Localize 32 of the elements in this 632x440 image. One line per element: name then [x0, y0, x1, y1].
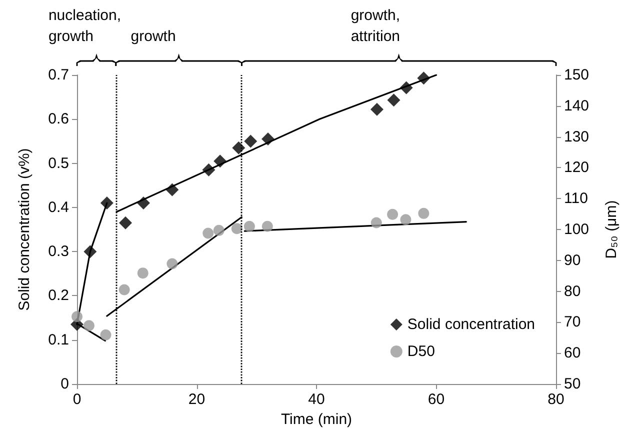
y-tick-label: 0.2 [48, 287, 69, 304]
text: nucleation, growth [48, 7, 122, 45]
y-tick-label: 0.1 [48, 331, 69, 348]
y-tick-label: 0.3 [48, 243, 69, 260]
text: growth [130, 28, 176, 45]
y2-tick-label: 110 [564, 190, 588, 208]
y-tick-label: 0.7 [48, 66, 69, 84]
legend-label: Solid concentration [407, 316, 536, 333]
y2-tick-label: 140 [564, 97, 590, 114]
x-tick-label: 40 [308, 391, 325, 408]
y-tick-label: 0.6 [48, 110, 69, 128]
y-tick-label: 0 [60, 376, 69, 392]
x-tick-label: 20 [188, 391, 206, 408]
y2-tick-label: 50 [564, 376, 581, 392]
legend-label: D50 [407, 343, 435, 360]
y2-tick-label: 70 [564, 314, 581, 331]
text: growth, attrition [350, 7, 400, 45]
y2-tick-label: 150 [564, 66, 590, 84]
y2-axis-title: D₅₀ (μm) [603, 200, 620, 259]
y2-tick-label: 60 [564, 344, 581, 362]
x-axis-title: Time (min) [280, 410, 352, 428]
x-tick-label: 80 [548, 391, 564, 408]
y2-tick-label: 120 [564, 159, 590, 176]
y-tick-label: 0.4 [48, 198, 69, 216]
y2-tick-label: 100 [564, 221, 590, 238]
y-axis-title: Solid concentration (v%) [16, 148, 33, 311]
y2-tick-label: 90 [564, 252, 581, 269]
x-tick-label: 0 [72, 391, 82, 408]
y2-tick-label: 80 [564, 282, 581, 300]
x-tick-label: 60 [428, 391, 445, 408]
y2-tick-label: 130 [564, 128, 590, 146]
y-tick-label: 0.5 [48, 154, 69, 172]
